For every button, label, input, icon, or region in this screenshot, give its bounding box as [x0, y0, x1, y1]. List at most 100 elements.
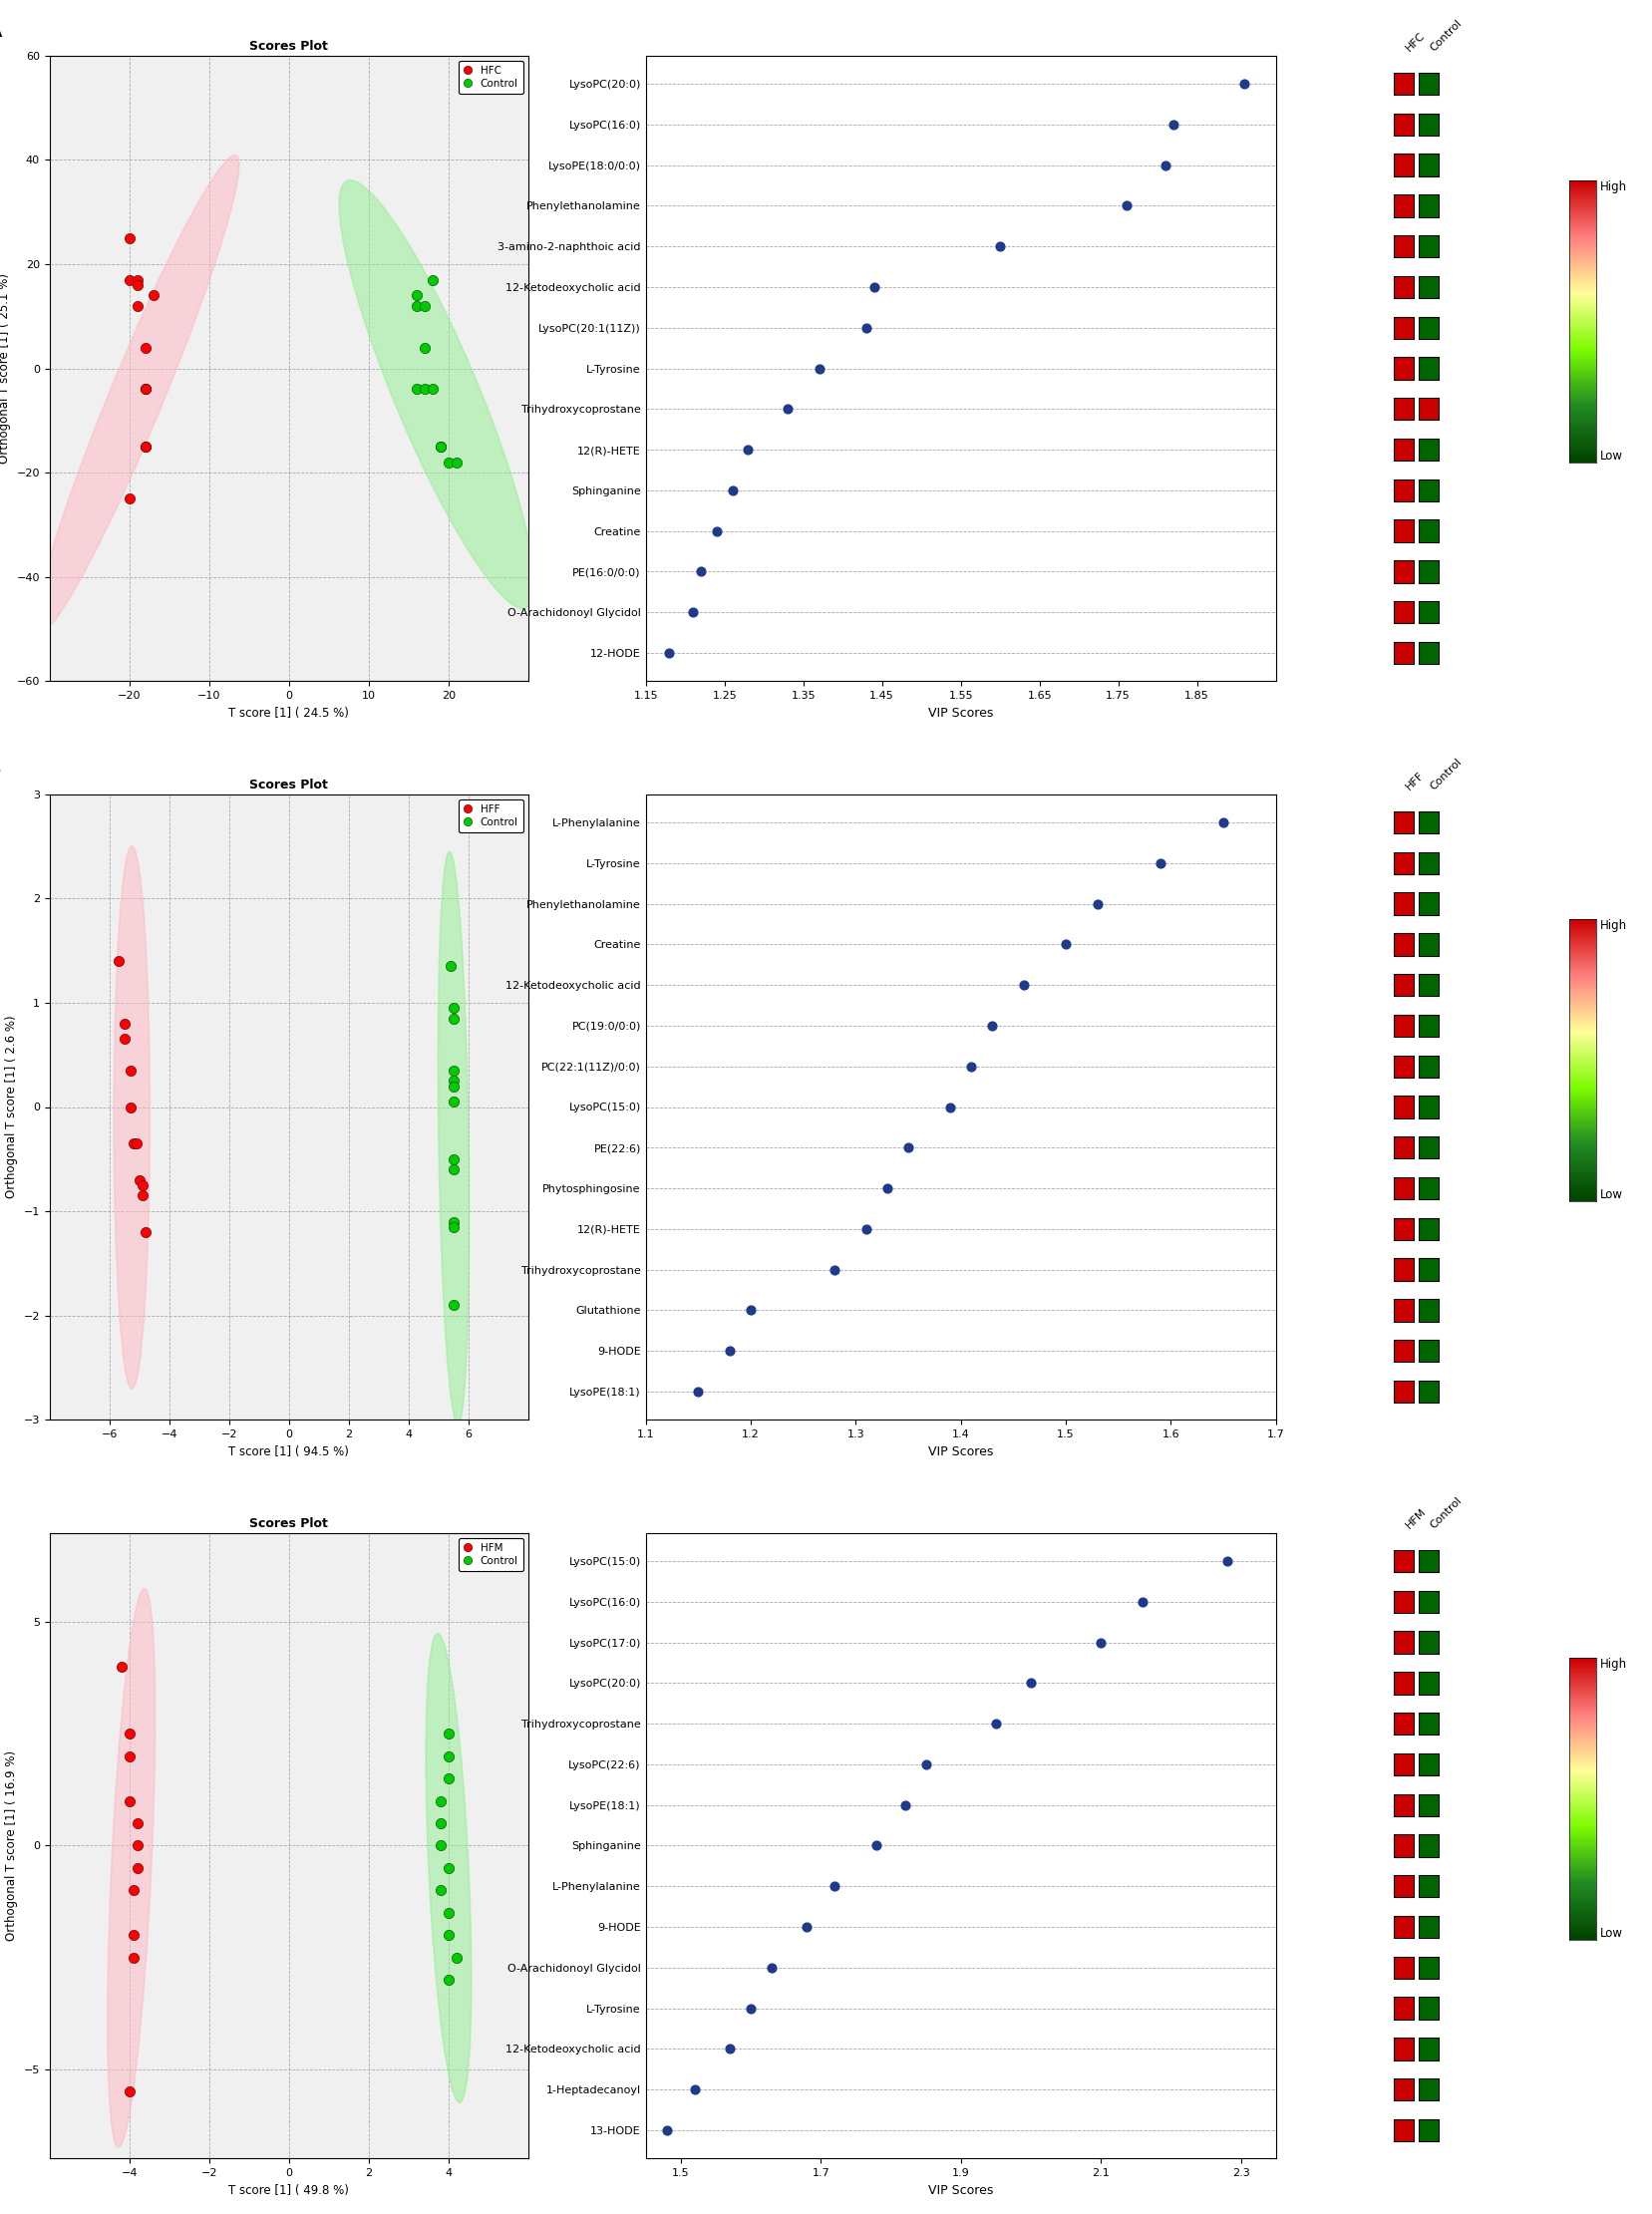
- Text: HFF: HFF: [1404, 770, 1426, 793]
- Point: [852, 1211, 879, 1246]
- Bar: [1393, 852, 1414, 875]
- Point: [758, 1951, 785, 1986]
- Text: High: High: [1599, 919, 1626, 932]
- Point: [129, 1178, 155, 1213]
- Bar: [1417, 1835, 1437, 1858]
- Bar: [1417, 1096, 1437, 1118]
- Bar: [1393, 1632, 1414, 1654]
- Point: [861, 270, 887, 306]
- Point: [1209, 804, 1236, 839]
- Point: [428, 430, 454, 465]
- Point: [874, 1171, 900, 1207]
- Point: [1112, 188, 1138, 224]
- Ellipse shape: [426, 1634, 471, 2103]
- Legend: HFM, Control: HFM, Control: [458, 1539, 524, 1572]
- Bar: [1393, 1590, 1414, 1614]
- Point: [434, 445, 461, 480]
- Text: Low: Low: [1599, 1926, 1622, 1939]
- Point: [821, 1869, 847, 1904]
- Point: [124, 1125, 150, 1160]
- Bar: [1417, 438, 1437, 461]
- Bar: [1393, 1014, 1414, 1036]
- Bar: [1393, 1714, 1414, 1736]
- Point: [107, 1649, 134, 1685]
- Bar: [1417, 1632, 1437, 1654]
- Bar: [1417, 1014, 1437, 1036]
- Bar: [1393, 1997, 1414, 2019]
- Bar: [1417, 1714, 1437, 1736]
- Point: [434, 1895, 461, 1931]
- Point: [1128, 1583, 1155, 1618]
- Point: [434, 1716, 461, 1751]
- Point: [1052, 928, 1079, 963]
- Point: [679, 596, 705, 631]
- Bar: [1393, 73, 1414, 95]
- Point: [737, 1293, 763, 1328]
- Bar: [1417, 235, 1437, 257]
- Text: A: A: [0, 18, 2, 42]
- Bar: [1393, 1753, 1414, 1776]
- Point: [715, 2030, 742, 2066]
- Point: [439, 1151, 466, 1187]
- Point: [420, 261, 446, 297]
- Point: [1146, 846, 1173, 881]
- Point: [735, 432, 762, 467]
- Y-axis label: Orthogonal T score [1] ( 25.1 %): Orthogonal T score [1] ( 25.1 %): [0, 272, 12, 463]
- Bar: [1417, 1300, 1437, 1322]
- Bar: [1417, 73, 1437, 95]
- Bar: [1417, 1875, 1437, 1897]
- Point: [132, 430, 159, 465]
- Point: [106, 943, 132, 979]
- Point: [117, 1054, 144, 1089]
- Bar: [1393, 1379, 1414, 1404]
- Bar: [1393, 1218, 1414, 1240]
- Point: [852, 310, 879, 345]
- Point: [704, 514, 730, 549]
- X-axis label: T score [1] ( 49.8 %): T score [1] ( 49.8 %): [228, 2183, 349, 2196]
- Point: [434, 1851, 461, 1886]
- Point: [116, 480, 142, 516]
- Bar: [1417, 2119, 1437, 2141]
- Point: [438, 948, 464, 983]
- Point: [958, 1049, 985, 1085]
- Bar: [1393, 399, 1414, 421]
- Point: [117, 1089, 144, 1125]
- Bar: [1393, 2079, 1414, 2101]
- Bar: [1393, 974, 1414, 996]
- Point: [1018, 1665, 1044, 1700]
- Point: [687, 554, 714, 589]
- X-axis label: VIP Scores: VIP Scores: [928, 1446, 993, 1459]
- Point: [116, 1738, 142, 1773]
- Bar: [1417, 356, 1437, 379]
- Bar: [1417, 1997, 1437, 2019]
- Text: Low: Low: [1599, 1189, 1622, 1200]
- Point: [411, 288, 438, 323]
- Point: [132, 330, 159, 365]
- Bar: [1393, 2037, 1414, 2059]
- Bar: [1393, 810, 1414, 835]
- Bar: [1393, 235, 1414, 257]
- Point: [439, 1289, 466, 1324]
- Bar: [1393, 934, 1414, 956]
- Text: Low: Low: [1599, 449, 1622, 463]
- Point: [439, 990, 466, 1025]
- Bar: [1417, 1793, 1437, 1815]
- Point: [439, 1142, 466, 1178]
- Point: [978, 1007, 1004, 1043]
- Point: [403, 372, 430, 407]
- Point: [116, 1782, 142, 1818]
- Bar: [1393, 642, 1414, 664]
- Bar: [1417, 2037, 1437, 2059]
- Bar: [1417, 317, 1437, 339]
- Bar: [1417, 277, 1437, 299]
- Point: [132, 1215, 159, 1251]
- Point: [719, 472, 745, 507]
- Point: [439, 1209, 466, 1244]
- Point: [443, 1939, 469, 1975]
- Point: [121, 1939, 147, 1975]
- Bar: [1393, 113, 1414, 135]
- Point: [434, 1760, 461, 1796]
- Point: [403, 288, 430, 323]
- Bar: [1393, 438, 1414, 461]
- Bar: [1393, 478, 1414, 500]
